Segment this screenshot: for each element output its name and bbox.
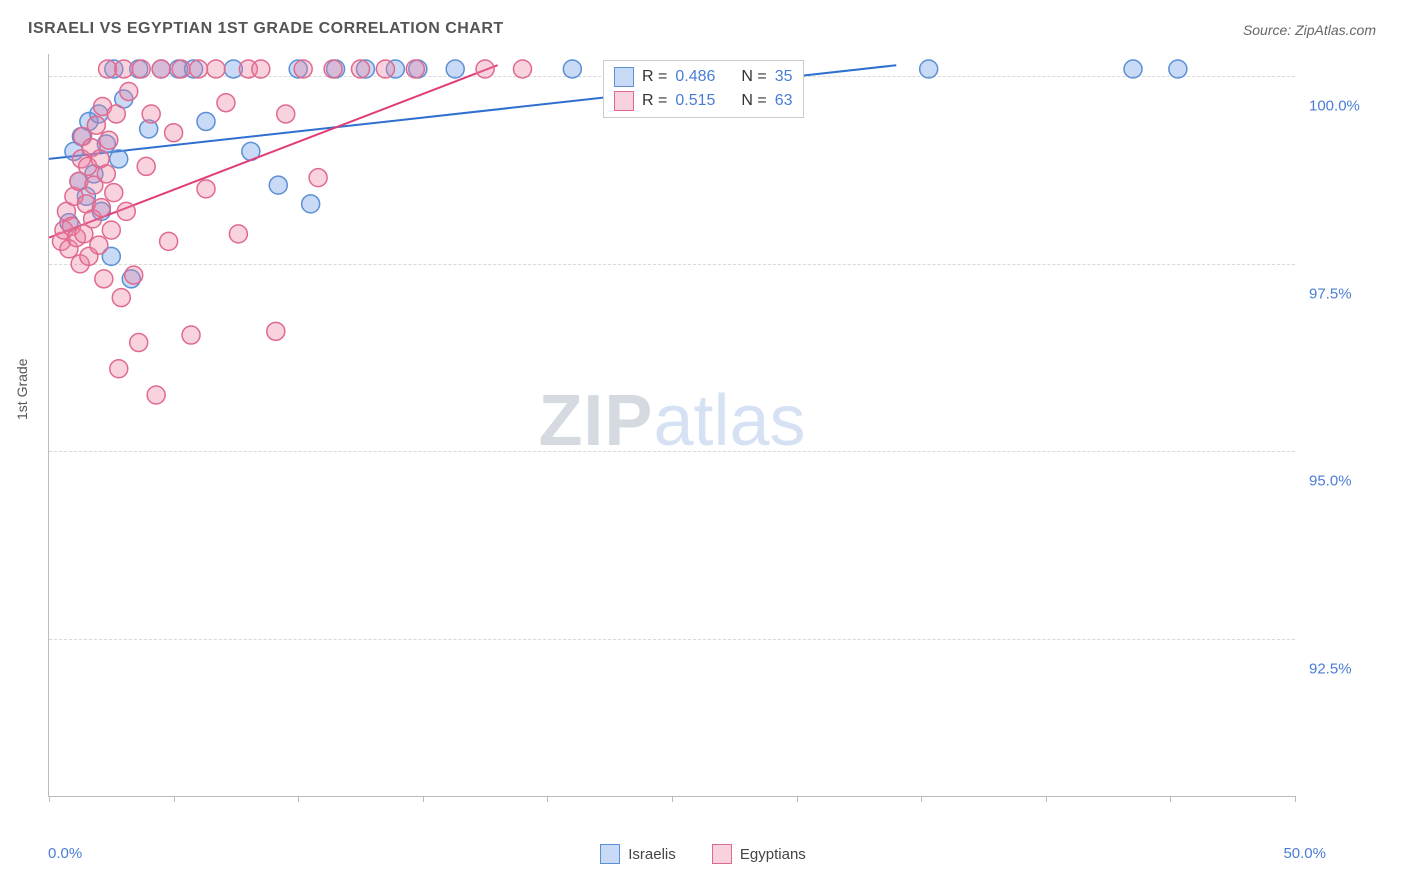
data-point [1124,60,1142,78]
x-tick [1170,796,1171,802]
stats-r-label: R = [642,92,667,110]
data-point [147,386,165,404]
data-point [182,326,200,344]
data-point [107,105,125,123]
legend-item-egyptians: Egyptians [712,844,806,864]
data-point [90,236,108,254]
stats-n-label: N = [741,92,766,110]
x-tick [672,796,673,802]
data-point [110,150,128,168]
stats-r-value: 0.515 [675,92,715,110]
data-point [125,266,143,284]
data-point [1169,60,1187,78]
y-tick-label: 95.0% [1309,473,1352,490]
x-tick [298,796,299,802]
y-tick-label: 92.5% [1309,660,1352,677]
data-point [152,60,170,78]
x-tick [423,796,424,802]
data-point [120,82,138,100]
chart-title: ISRAELI VS EGYPTIAN 1ST GRADE CORRELATIO… [28,20,504,38]
data-point [269,176,287,194]
data-point [102,221,120,239]
data-point [117,202,135,220]
legend-swatch-egyptians [712,844,732,864]
y-tick-label: 97.5% [1309,285,1352,302]
data-point [99,60,117,78]
stats-row-egyptians: R = 0.515 N = 63 [614,89,793,113]
bottom-legend: Israelis Egyptians [0,844,1406,868]
stats-legend-box: R = 0.486 N = 35 R = 0.515 N = 63 [603,60,804,118]
x-tick [921,796,922,802]
data-point [110,360,128,378]
data-point [137,157,155,175]
data-point [105,184,123,202]
data-point [376,60,394,78]
data-point [406,60,424,78]
x-tick [49,796,50,802]
data-point [563,60,581,78]
data-point [324,60,342,78]
data-point [277,105,295,123]
chart-plot-area: ZIPatlas R =0.486N =35R =0.515N =63 92.5… [48,54,1295,797]
legend-swatch-israelis [600,844,620,864]
y-tick-label: 100.0% [1309,98,1360,115]
data-point [165,124,183,142]
data-point [95,270,113,288]
stats-swatch [614,91,634,111]
x-tick [174,796,175,802]
stats-row-israelis: R = 0.486 N = 35 [614,65,793,89]
data-point [132,60,150,78]
data-point [87,116,105,134]
data-point [207,60,225,78]
stats-n-label: N = [741,68,766,86]
legend-label-israelis: Israelis [628,846,676,863]
data-point [112,289,130,307]
data-point [197,180,215,198]
x-tick [1046,796,1047,802]
y-axis-title: 1st Grade [14,359,30,420]
x-tick [547,796,548,802]
data-point [294,60,312,78]
data-point [160,232,178,250]
data-point [190,60,208,78]
data-point [513,60,531,78]
scatter-svg [49,54,1295,796]
data-point [197,112,215,130]
stats-n-value: 35 [775,68,793,86]
data-point [130,334,148,352]
data-point [920,60,938,78]
x-tick [1295,796,1296,802]
legend-label-egyptians: Egyptians [740,846,806,863]
data-point [172,60,190,78]
stats-r-value: 0.486 [675,68,715,86]
stats-r-label: R = [642,68,667,86]
data-point [352,60,370,78]
data-point [229,225,247,243]
data-point [97,165,115,183]
data-point [100,131,118,149]
data-point [267,322,285,340]
data-point [309,169,327,187]
source-label: Source: ZipAtlas.com [1243,22,1376,38]
data-point [302,195,320,213]
data-point [115,60,133,78]
data-point [446,60,464,78]
data-point [252,60,270,78]
legend-item-israelis: Israelis [600,844,676,864]
data-point [217,94,235,112]
stats-n-value: 63 [775,92,793,110]
stats-swatch [614,67,634,87]
x-tick [797,796,798,802]
data-point [92,199,110,217]
data-point [142,105,160,123]
data-point [476,60,494,78]
